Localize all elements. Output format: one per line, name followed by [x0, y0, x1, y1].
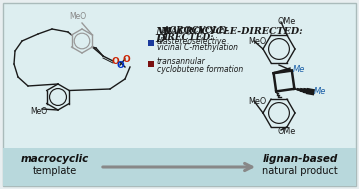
- Text: vicinal C-methylation: vicinal C-methylation: [157, 43, 238, 53]
- Polygon shape: [272, 67, 291, 74]
- Text: M: M: [155, 26, 167, 37]
- Text: O: O: [116, 61, 124, 70]
- Bar: [148, 40, 154, 46]
- Text: lignan-based: lignan-based: [262, 154, 337, 164]
- Text: MeO: MeO: [30, 106, 47, 115]
- Text: ACROCYCLE-: ACROCYCLE-: [163, 26, 230, 35]
- Text: IRECTED:: IRECTED:: [163, 33, 214, 43]
- Bar: [148, 61, 154, 67]
- Text: D: D: [155, 33, 165, 44]
- Text: MeO: MeO: [248, 36, 266, 46]
- Text: template: template: [33, 166, 77, 176]
- Text: O: O: [122, 54, 130, 64]
- Bar: [3, 148, 356, 186]
- Text: diastereoselective: diastereoselective: [157, 36, 227, 46]
- Text: macrocyclic: macrocyclic: [21, 154, 89, 164]
- Text: OMe: OMe: [278, 18, 296, 26]
- Text: Me: Me: [313, 87, 326, 96]
- Text: transannular: transannular: [157, 57, 206, 67]
- Text: cyclobutene formation: cyclobutene formation: [157, 64, 243, 74]
- Text: MACROCYCLE-DIRECTED:: MACROCYCLE-DIRECTED:: [160, 27, 303, 36]
- Text: MeO: MeO: [69, 12, 87, 21]
- Text: OMe: OMe: [278, 128, 296, 136]
- Text: MeO: MeO: [248, 97, 266, 105]
- Text: O: O: [111, 57, 119, 66]
- Text: natural product: natural product: [262, 166, 338, 176]
- Text: Me: Me: [293, 65, 305, 74]
